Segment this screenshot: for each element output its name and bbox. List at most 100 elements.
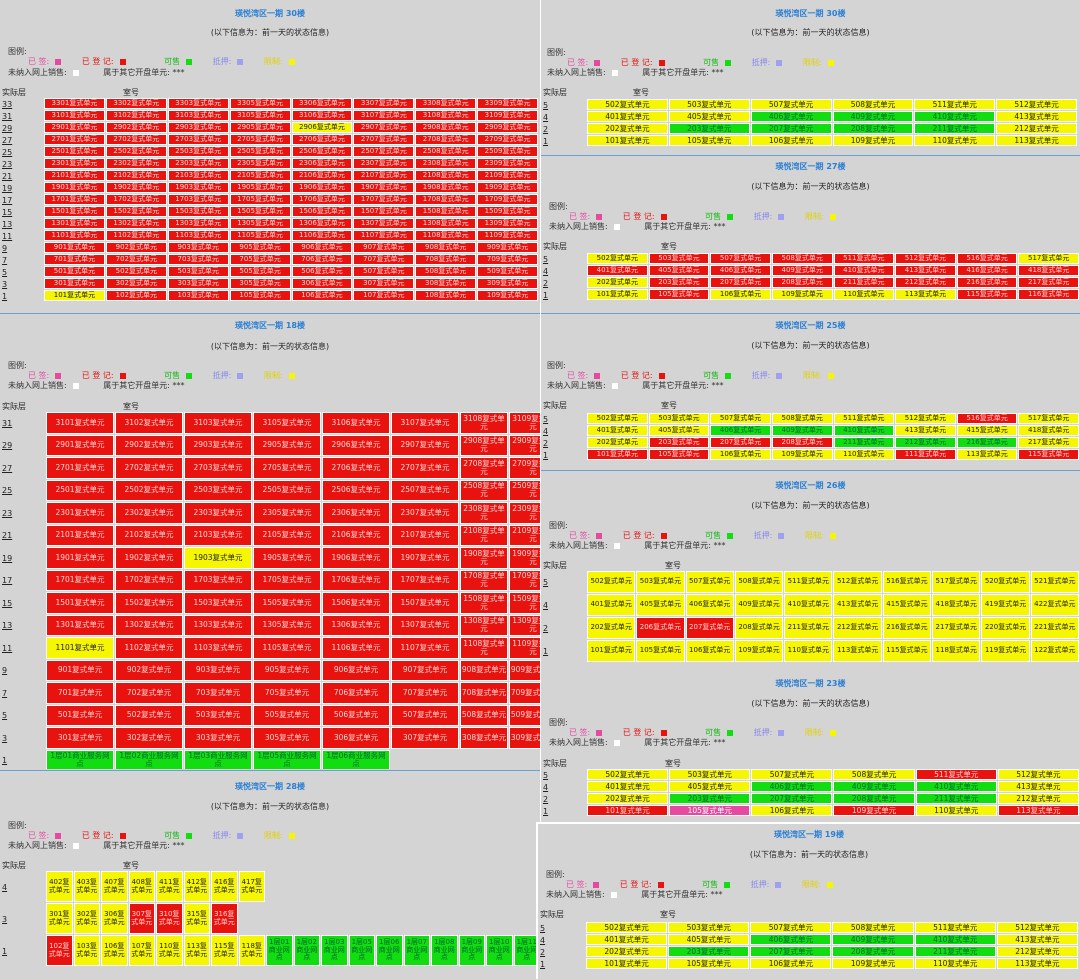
unit-cell[interactable]: 113复式单元 — [833, 640, 882, 662]
unit-cell[interactable]: 110复式单元 — [914, 958, 996, 969]
unit-cell[interactable]: 2101复式单元 — [46, 524, 114, 546]
unit-cell[interactable]: 211复式单元 — [914, 123, 996, 134]
unit-cell[interactable]: 908复式单元 — [460, 659, 508, 681]
unit-cell[interactable]: 508复式单元 — [833, 769, 915, 780]
unit-cell[interactable]: 2308复式单元 — [460, 502, 508, 524]
unit-cell[interactable]: 2502复式单元 — [105, 146, 167, 157]
unit-cell[interactable]: 505复式单元 — [253, 704, 321, 726]
unit-cell[interactable]: 1301复式单元 — [44, 218, 105, 229]
unit-cell[interactable]: 2303复式单元 — [184, 502, 252, 524]
unit-cell[interactable]: 302复式单元 — [115, 727, 183, 749]
unit-cell[interactable]: 1306复式单元 — [291, 218, 353, 229]
unit-cell[interactable]: 2508复式单元 — [415, 146, 477, 157]
unit-cell[interactable]: 2506复式单元 — [291, 146, 353, 157]
unit-cell[interactable]: 109复式单元 — [832, 135, 914, 146]
unit-cell[interactable]: 503复式单元 — [167, 266, 229, 277]
unit-cell[interactable]: 1506复式单元 — [322, 592, 390, 614]
unit-cell[interactable]: 211复式单元 — [833, 277, 895, 288]
unit-cell[interactable]: 110复式单元 — [914, 135, 996, 146]
unit-cell[interactable]: 203复式单元 — [668, 123, 750, 134]
unit-cell[interactable]: 2908复式单元 — [460, 434, 508, 456]
unit-cell[interactable]: 1108复式单元 — [415, 230, 477, 241]
unit-cell[interactable]: 113复式单元 — [996, 958, 1078, 969]
unit-cell[interactable]: 3305复式单元 — [229, 98, 291, 109]
unit-cell[interactable]: 905复式单元 — [229, 242, 291, 253]
unit-cell[interactable]: 415复式单元 — [956, 425, 1018, 436]
unit-cell[interactable]: 212复式单元 — [833, 617, 882, 639]
unit-cell[interactable]: 2707复式单元 — [391, 457, 459, 479]
unit-cell[interactable]: 411复式单元 — [156, 871, 183, 902]
unit-cell[interactable]: 1509复式单元 — [477, 206, 538, 217]
unit-cell[interactable]: 1107复式单元 — [391, 637, 459, 659]
unit-cell[interactable]: 2702复式单元 — [105, 134, 167, 145]
unit-cell[interactable]: 3108复式单元 — [415, 110, 477, 121]
unit-cell[interactable]: 1508复式单元 — [415, 206, 477, 217]
unit-cell[interactable]: 1709复式单元 — [509, 569, 540, 591]
unit-cell[interactable]: 907复式单元 — [391, 659, 459, 681]
unit-cell[interactable]: 202复式单元 — [587, 437, 648, 448]
unit-cell[interactable]: 1705复式单元 — [229, 194, 291, 205]
unit-cell[interactable]: 2308复式单元 — [415, 158, 477, 169]
unit-cell[interactable]: 2907复式单元 — [353, 122, 415, 133]
unit-cell[interactable]: 2701复式单元 — [44, 134, 105, 145]
unit-cell[interactable]: 520复式单元 — [981, 571, 1030, 593]
unit-cell[interactable]: 502复式单元 — [587, 99, 668, 110]
unit-cell[interactable]: 3102复式单元 — [105, 110, 167, 121]
unit-cell[interactable]: 2106复式单元 — [291, 170, 353, 181]
unit-cell[interactable]: 2903复式单元 — [167, 122, 229, 133]
unit-cell[interactable]: 1109复式单元 — [509, 637, 540, 659]
unit-cell[interactable]: 1308复式单元 — [415, 218, 477, 229]
unit-cell[interactable]: 2709复式单元 — [509, 457, 540, 479]
unit-cell[interactable]: 115复式单元 — [956, 289, 1018, 300]
unit-cell[interactable]: 503复式单元 — [668, 99, 750, 110]
unit-cell[interactable]: 512复式单元 — [996, 922, 1078, 933]
unit-cell[interactable]: 302复式单元 — [73, 903, 100, 934]
unit-cell[interactable]: 1507复式单元 — [353, 206, 415, 217]
unit-cell[interactable]: 1702复式单元 — [105, 194, 167, 205]
unit-cell[interactable]: 512复式单元 — [833, 571, 882, 593]
unit-cell[interactable]: 901复式单元 — [44, 242, 105, 253]
commercial-unit-cell[interactable]: 1层09商业网点 — [458, 935, 485, 966]
unit-cell[interactable]: 1906复式单元 — [322, 547, 390, 569]
unit-cell[interactable]: 410复式单元 — [833, 265, 895, 276]
unit-cell[interactable]: 709复式单元 — [509, 682, 540, 704]
unit-cell[interactable]: 517复式单元 — [1018, 253, 1079, 264]
commercial-unit-cell[interactable]: 1层10商业网点 — [486, 935, 513, 966]
unit-cell[interactable]: 302复式单元 — [105, 278, 167, 289]
unit-cell[interactable]: 305复式单元 — [229, 278, 291, 289]
unit-cell[interactable]: 203复式单元 — [669, 793, 751, 804]
unit-cell[interactable]: 1705复式单元 — [253, 569, 321, 591]
unit-cell[interactable]: 516复式单元 — [956, 413, 1018, 424]
unit-cell[interactable]: 2503复式单元 — [184, 479, 252, 501]
unit-cell[interactable]: 108复式单元 — [415, 290, 477, 301]
unit-cell[interactable]: 208复式单元 — [734, 617, 784, 639]
unit-cell[interactable]: 203复式单元 — [668, 946, 750, 957]
unit-cell[interactable]: 405复式单元 — [668, 934, 750, 945]
unit-cell[interactable]: 413复式单元 — [895, 425, 956, 436]
unit-cell[interactable]: 101复式单元 — [587, 449, 648, 460]
unit-cell[interactable]: 901复式单元 — [46, 659, 114, 681]
unit-cell[interactable]: 521复式单元 — [1030, 571, 1079, 593]
unit-cell[interactable]: 2506复式单元 — [322, 479, 390, 501]
unit-cell[interactable]: 103复式单元 — [167, 290, 229, 301]
commercial-unit-cell[interactable]: 1层03商业服务网点 — [184, 749, 252, 769]
unit-cell[interactable]: 202复式单元 — [587, 277, 648, 288]
unit-cell[interactable]: 3306复式单元 — [291, 98, 353, 109]
unit-cell[interactable]: 208复式单元 — [833, 793, 915, 804]
unit-cell[interactable]: 116复式单元 — [1018, 289, 1079, 300]
unit-cell[interactable]: 308复式单元 — [415, 278, 477, 289]
unit-cell[interactable]: 2903复式单元 — [184, 434, 252, 456]
unit-cell[interactable]: 1103复式单元 — [167, 230, 229, 241]
unit-cell[interactable]: 303复式单元 — [167, 278, 229, 289]
unit-cell[interactable]: 507复式单元 — [710, 253, 771, 264]
unit-cell[interactable]: 1907复式单元 — [353, 182, 415, 193]
unit-cell[interactable]: 415复式单元 — [882, 594, 932, 616]
unit-cell[interactable]: 102复式单元 — [105, 290, 167, 301]
unit-cell[interactable]: 707复式单元 — [353, 254, 415, 265]
unit-cell[interactable]: 2307复式单元 — [391, 502, 459, 524]
unit-cell[interactable]: 106复式单元 — [685, 640, 734, 662]
unit-cell[interactable]: 305复式单元 — [253, 727, 321, 749]
unit-cell[interactable]: 907复式单元 — [353, 242, 415, 253]
unit-cell[interactable]: 903复式单元 — [184, 659, 252, 681]
unit-cell[interactable]: 902复式单元 — [115, 659, 183, 681]
